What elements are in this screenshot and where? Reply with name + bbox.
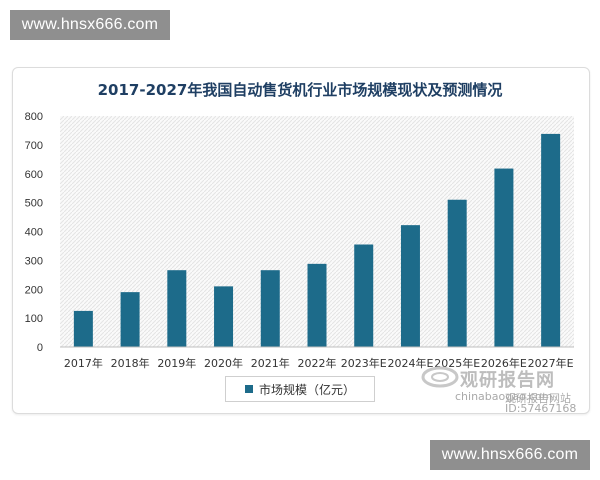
x-tick-label: 2023年E xyxy=(341,356,387,370)
bar-8 xyxy=(447,199,467,347)
x-tick-label: 2024年E xyxy=(387,356,433,370)
bar-10 xyxy=(541,133,561,347)
logo-id: ID:57467168 xyxy=(505,402,577,415)
legend-label: 市场规模（亿元） xyxy=(258,382,355,397)
y-tick-label: 200 xyxy=(25,284,43,296)
bar-6 xyxy=(354,244,374,347)
y-tick-label: 600 xyxy=(25,169,43,181)
watermark-top: www.hnsx666.com xyxy=(10,10,170,40)
chart-legend: 市场规模（亿元） xyxy=(225,376,375,402)
x-tick-label: 2025年E xyxy=(434,356,480,370)
y-tick-label: 400 xyxy=(25,227,43,239)
x-tick-label: 2021年 xyxy=(251,356,290,370)
x-tick-label: 2019年 xyxy=(157,356,196,370)
y-tick-label: 500 xyxy=(25,198,43,210)
bar-4 xyxy=(260,270,280,347)
x-tick-label: 2017年 xyxy=(64,356,103,370)
bar-9 xyxy=(494,168,514,347)
y-tick-label: 800 xyxy=(25,111,43,123)
y-tick-label: 100 xyxy=(25,313,43,325)
x-tick-label: 2020年 xyxy=(204,356,243,370)
x-tick-label: 2022年 xyxy=(298,356,337,370)
chart-title: 2017-2027年我国自动售货机行业市场规模现状及预测情况 xyxy=(97,81,503,99)
logo-swirl-icon xyxy=(421,366,459,388)
x-tick-label: 2026年E xyxy=(481,356,527,370)
legend-swatch xyxy=(244,385,253,393)
watermark-bottom: www.hnsx666.com xyxy=(430,440,590,470)
y-tick-label: 700 xyxy=(25,140,43,152)
y-tick-label: 0 xyxy=(37,342,43,354)
logo-name: 观研报告网 xyxy=(460,370,555,391)
x-axis-labels: 2017年 2018年 2019年 2020年 2021年 2022年 2023年E 2024… xyxy=(64,356,574,370)
y-tick-label: 300 xyxy=(25,255,43,267)
logo-url: chinabaogao.com xyxy=(455,390,553,403)
bar-0 xyxy=(73,310,93,347)
bar-5 xyxy=(307,263,327,347)
bars xyxy=(73,133,561,347)
bar-2 xyxy=(167,270,187,347)
x-tick-label: 2018年 xyxy=(111,356,150,370)
bar-7 xyxy=(400,225,420,347)
y-axis-ticks: 0 100 200 300 400 500 600 700 800 xyxy=(25,111,43,354)
bar-3 xyxy=(214,286,234,347)
logo-site: 观研报告网站 xyxy=(505,392,571,405)
bar-1 xyxy=(120,292,140,347)
x-tick-label: 2027年E xyxy=(528,356,574,370)
